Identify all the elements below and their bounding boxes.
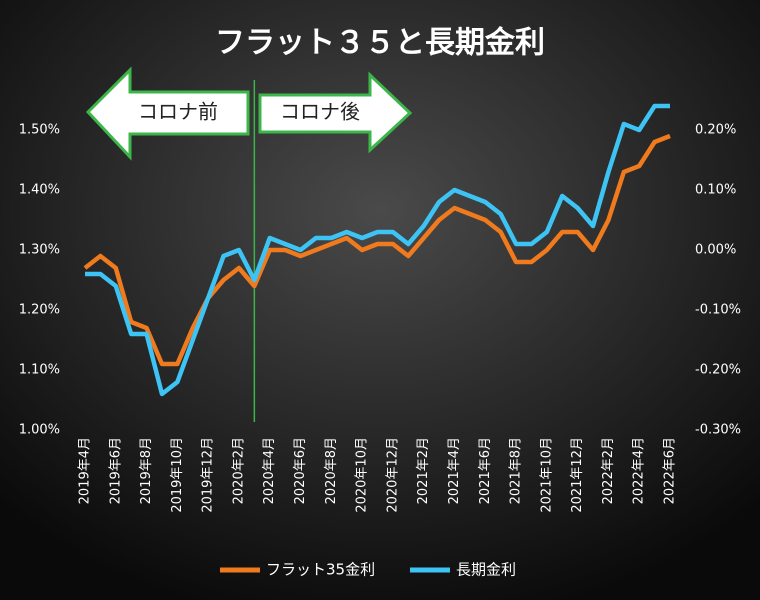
y2-tick-label: 0.10% bbox=[695, 183, 736, 198]
x-tick-label: 2020年2月 bbox=[231, 437, 246, 504]
arrow-left bbox=[85, 66, 250, 161]
x-tick-label: 2022年6月 bbox=[663, 437, 678, 504]
arrow-right bbox=[258, 71, 413, 154]
x-tick-label: 2020年8月 bbox=[324, 437, 339, 504]
x-tick-label: 2022年2月 bbox=[601, 437, 616, 504]
x-tick-label: 2021年12月 bbox=[570, 437, 585, 513]
x-tick-label: 2021年6月 bbox=[478, 437, 493, 504]
x-tick-label: 2021年2月 bbox=[416, 437, 431, 504]
x-tick-label: 2019年6月 bbox=[108, 437, 123, 504]
y-tick-label: 1.10% bbox=[19, 363, 60, 378]
chart-title: フラット３５と長期金利 bbox=[215, 26, 545, 61]
x-tick-label: 2019年12月 bbox=[201, 437, 216, 513]
annotation: コロナ後 bbox=[280, 100, 360, 124]
y2-tick-label: 0.00% bbox=[695, 243, 736, 258]
x-tick-label: 2022年4月 bbox=[632, 437, 647, 504]
y-tick-label: 1.00% bbox=[19, 423, 60, 438]
annotation: コロナ前 bbox=[138, 100, 218, 124]
y-tick-label: 1.40% bbox=[19, 183, 60, 198]
series-line bbox=[85, 103, 670, 397]
legend-label: 長期金利 bbox=[456, 561, 516, 579]
x-tick-label: 2021年8月 bbox=[509, 437, 524, 504]
x-tick-label: 2020年4月 bbox=[262, 437, 277, 504]
x-tick-label: 2020年12月 bbox=[385, 437, 400, 513]
x-tick-label: 2019年8月 bbox=[139, 437, 154, 504]
x-tick-label: 2021年10月 bbox=[539, 437, 554, 513]
y-tick-label: 1.30% bbox=[19, 243, 60, 258]
y-tick-label: 1.50% bbox=[19, 123, 60, 138]
y2-tick-label: 0.20% bbox=[695, 123, 736, 138]
y2-tick-label: -0.30% bbox=[695, 423, 741, 438]
y2-tick-label: -0.20% bbox=[695, 363, 741, 378]
series-line bbox=[83, 133, 671, 367]
x-tick-label: 2021年4月 bbox=[447, 437, 462, 504]
x-tick-label: 2020年6月 bbox=[293, 437, 308, 504]
x-tick-label: 2019年10月 bbox=[170, 437, 185, 513]
y-tick-label: 1.20% bbox=[19, 303, 60, 318]
x-tick-label: 2019年4月 bbox=[78, 437, 93, 504]
legend-label: フラット35金利 bbox=[266, 561, 375, 579]
x-tick-label: 2020年10月 bbox=[355, 437, 370, 513]
y2-tick-label: -0.10% bbox=[695, 303, 741, 318]
